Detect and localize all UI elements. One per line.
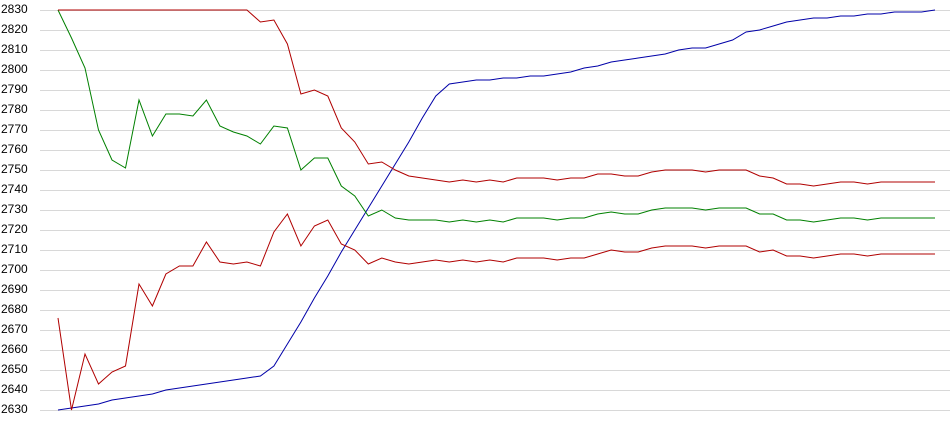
y-tick-label: 2700 <box>1 262 28 276</box>
line-series <box>58 9 935 187</box>
y-tick-label: 2730 <box>1 202 28 216</box>
line-series <box>57 213 935 411</box>
y-tick-label: 2790 <box>1 82 28 96</box>
y-tick-label: 2630 <box>1 402 28 416</box>
y-tick-label: 2650 <box>1 362 28 376</box>
y-tick-label: 2680 <box>1 302 28 316</box>
y-tick-label: 2690 <box>1 282 28 296</box>
y-tick-label: 2720 <box>1 222 28 236</box>
line-series <box>57 9 936 411</box>
y-tick-label: 2770 <box>1 122 28 136</box>
y-tick-label: 2820 <box>1 22 28 36</box>
y-tick-label: 2640 <box>1 382 28 396</box>
y-tick-label: 2810 <box>1 42 28 56</box>
y-tick-label: 2660 <box>1 342 28 356</box>
y-tick-label: 2740 <box>1 182 28 196</box>
y-tick-label: 2800 <box>1 62 28 76</box>
line-series <box>57 9 935 223</box>
y-tick-label: 2670 <box>1 322 28 336</box>
y-tick-label: 2710 <box>1 242 28 256</box>
y-tick-label: 2830 <box>1 2 28 16</box>
y-tick-label: 2780 <box>1 102 28 116</box>
y-tick-label: 2760 <box>1 142 28 156</box>
y-tick-label: 2750 <box>1 162 28 176</box>
